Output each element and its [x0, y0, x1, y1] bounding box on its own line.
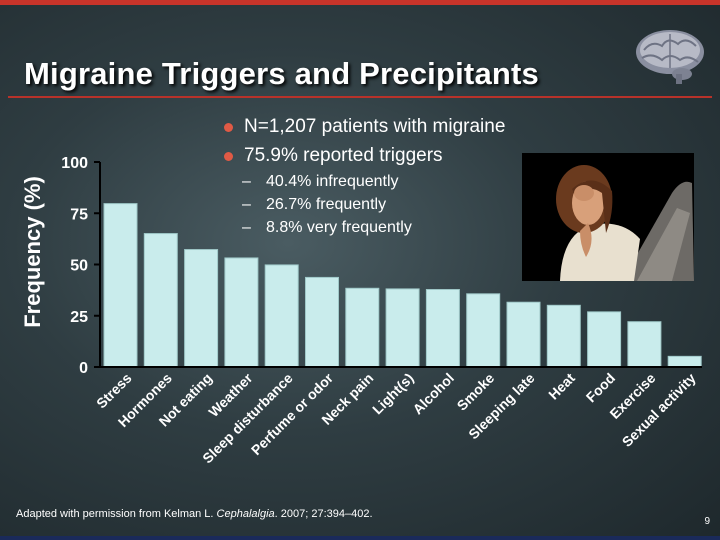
bottom-accent-bar [0, 536, 720, 540]
bar-food [587, 311, 622, 368]
x-category-label: Light(s) [369, 370, 417, 418]
bar-sexual-activity [667, 355, 702, 368]
y-tick-label: 0 [79, 360, 88, 377]
x-category-label: Heat [545, 370, 578, 403]
x-category-label: Sexual activity [619, 370, 699, 450]
bar-alcohol [425, 289, 460, 368]
source-citation: Adapted with permission from Kelman L. C… [16, 508, 373, 520]
bar-smoke [466, 293, 501, 368]
x-category-label: Alcohol [409, 370, 457, 418]
woman-with-headache-photo [522, 153, 694, 281]
bar-perfume-or-odor [305, 276, 339, 368]
sub-bullet-item: 26.7% frequently [222, 193, 505, 216]
bullet-list: N=1,207 patients with migraine 75.9% rep… [222, 112, 505, 239]
bar-weather [224, 257, 259, 368]
bar-sleeping-late [506, 301, 541, 368]
source-prefix: Adapted with permission from Kelman L. [16, 508, 217, 520]
bar-neck-pain [345, 287, 380, 368]
x-category-label: Food [583, 370, 619, 406]
bar-stress [103, 203, 138, 368]
brain-icon [636, 30, 704, 84]
page-number: 9 [704, 516, 710, 527]
y-tick-label: 50 [70, 258, 88, 275]
bar-light-s [385, 288, 420, 368]
bullet-item: N=1,207 patients with migraine [222, 112, 505, 141]
source-suffix: . 2007; 27:394–402. [274, 508, 373, 520]
sub-bullet-item: 8.8% very frequently [222, 216, 505, 239]
top-accent-bar [0, 0, 720, 5]
y-tick-label: 75 [70, 206, 88, 223]
bar-hormones [143, 233, 178, 368]
source-journal: Cephalalgia [216, 508, 275, 520]
bullet-item: 75.9% reported triggers [222, 141, 505, 170]
bar-exercise [627, 321, 662, 368]
y-tick-label: 100 [61, 155, 88, 172]
y-axis-title: Frequency (%) [20, 176, 45, 328]
bar-heat [546, 304, 581, 368]
slide-title: Migraine Triggers and Precipitants [24, 56, 539, 91]
sub-bullet-item: 40.4% infrequently [222, 170, 505, 193]
y-tick-label: 25 [70, 309, 88, 326]
title-underline [8, 96, 712, 98]
bar-not-eating [184, 249, 219, 368]
bar-sleep-disturbance [264, 264, 299, 368]
